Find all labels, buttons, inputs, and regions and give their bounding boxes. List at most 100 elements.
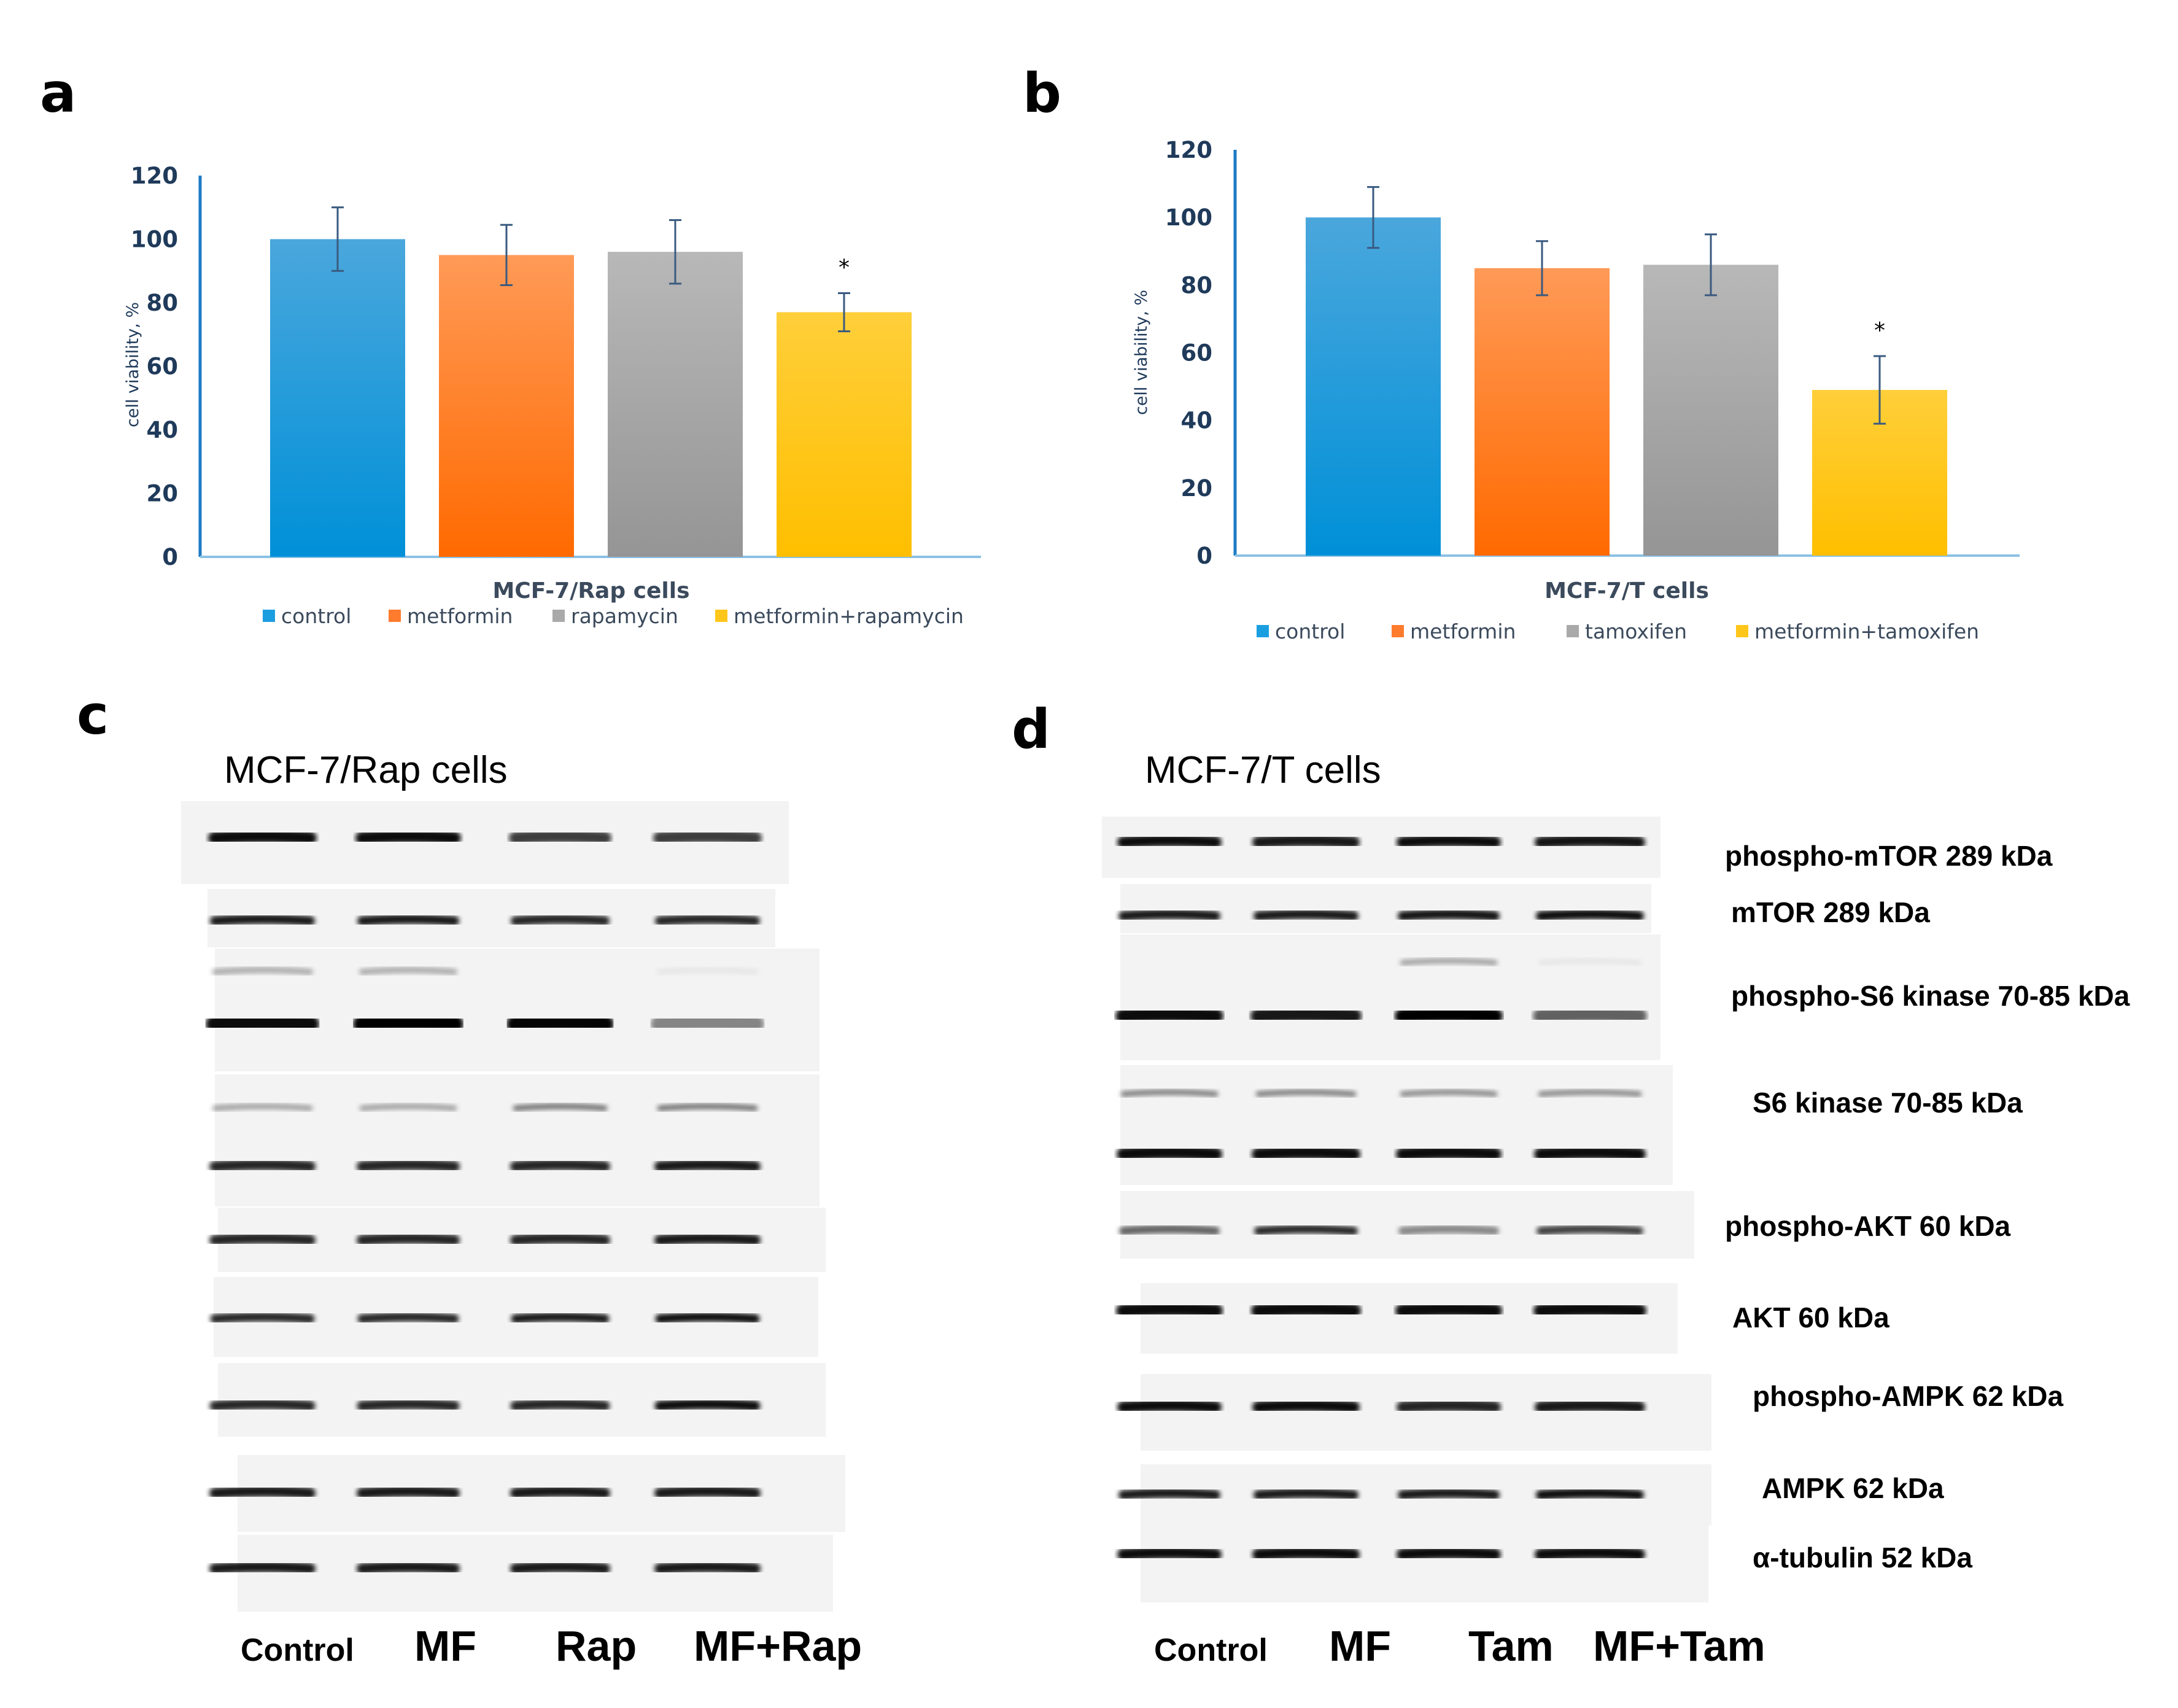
chart-a-y-tick-label: 0: [162, 544, 178, 570]
chart-a-bar-metformin+rapamycin: [777, 312, 912, 557]
blot-c-band: [206, 1013, 319, 1033]
blot-d-lane-label-2: Tam: [1468, 1622, 1554, 1670]
chart-b-legend-label: metformin+tamoxifen: [1754, 619, 1979, 643]
blot-c-band: [654, 1561, 761, 1574]
blot-c-band: [657, 967, 758, 975]
blot-d-band: [1254, 1488, 1358, 1500]
blot-d-band: [1118, 909, 1220, 921]
blot-d-band: [1397, 834, 1501, 848]
blot-c-band: [506, 1013, 614, 1033]
chart-b-y-tick-label: 100: [1165, 204, 1212, 231]
chart-a-y-tick-label: 40: [147, 417, 179, 443]
blot-c-band: [651, 1013, 764, 1033]
blot-d-band: [1533, 1302, 1646, 1318]
panel-letter-d: d: [1012, 697, 1050, 761]
chart-b-legend-swatch: [1392, 625, 1404, 637]
blot-d-band: [1395, 1302, 1502, 1318]
blot-c-band: [510, 1233, 610, 1246]
chart-b-legend-swatch: [1257, 625, 1269, 637]
chart-a-y-tick-label: 20: [147, 481, 179, 507]
chart-b-y-tick-label: 60: [1181, 340, 1213, 367]
blot-c-membrane: [215, 949, 820, 1071]
blot-d-membrane: [1120, 884, 1651, 933]
blot-d-band: [1252, 1146, 1360, 1161]
chart-a-y-axis-label: cell viability, %: [123, 302, 142, 427]
blot-d-protein-label-4: phospho-AKT 60 kDa: [1725, 1210, 2011, 1242]
blot-d-membrane: [1120, 1191, 1694, 1259]
chart-b-y-tick-label: 0: [1196, 543, 1212, 569]
blot-d-band: [1119, 1225, 1220, 1235]
chart-a-legend-swatch: [389, 610, 401, 622]
chart-b: cell viability, % MCF-7/T cells 0 20 40 60 8…: [1132, 137, 2020, 643]
blot-c-band: [511, 914, 610, 926]
blot-c-band: [655, 914, 760, 926]
blot-d-band: [1400, 1089, 1498, 1097]
chart-b-bar-metformin: [1475, 268, 1610, 556]
blot-d-protein-label-7: AMPK 62 kDa: [1762, 1472, 1944, 1504]
blot-d-band: [1400, 958, 1498, 966]
blot-d-membrane: [1120, 1065, 1673, 1185]
blot-c-band: [210, 914, 315, 926]
blot-c-band: [357, 1312, 459, 1324]
blot-d-protein-label-6: phospho-AMPK 62 kDa: [1753, 1380, 2063, 1412]
blot-c-band: [357, 1159, 460, 1172]
blot-d-protein-label-8: α-tubulin 52 kDa: [1753, 1542, 1972, 1574]
chart-a-legend-label: metformin+rapamycin: [734, 604, 964, 628]
western-blot-d: MCF-7/T cells Control MF Tam MF+Tam phospho-…: [1102, 749, 2130, 1670]
blot-d-band: [1398, 1488, 1500, 1500]
blot-c-lane-label-2: Rap: [556, 1622, 637, 1670]
blot-d-band: [1254, 1225, 1358, 1235]
blot-c-band: [509, 829, 611, 845]
blot-c-band: [209, 1159, 316, 1172]
blot-d-band: [1533, 1006, 1647, 1024]
blot-d-band: [1117, 834, 1222, 848]
blot-d-band: [1395, 1006, 1503, 1024]
blot-c-band: [210, 1312, 315, 1324]
blot-c-band: [510, 1159, 610, 1172]
blot-d-band: [1115, 1006, 1223, 1024]
blot-c-band: [209, 1486, 316, 1499]
chart-a-y-tick-label: 100: [131, 227, 178, 253]
chart-a-y-tick-label: 60: [147, 354, 179, 380]
blot-c-band: [357, 1561, 460, 1574]
chart-a-legend-swatch: [715, 610, 727, 622]
blot-d-band: [1535, 834, 1645, 848]
blot-d-band: [1117, 1547, 1222, 1561]
blot-c-band: [654, 1399, 761, 1411]
blot-d-band: [1252, 1399, 1360, 1413]
chart-a-legend-swatch: [552, 610, 565, 622]
chart-a-y-tick-label: 120: [131, 163, 178, 189]
blot-d-band: [1534, 1146, 1646, 1161]
blot-d-band: [1535, 1547, 1645, 1561]
blot-c-band: [208, 829, 317, 845]
chart-b-legend-label: metformin: [1410, 619, 1516, 643]
blot-d-band: [1538, 1089, 1642, 1097]
chart-a-bar-rapamycin: [608, 252, 743, 557]
blot-c-band: [510, 1561, 610, 1574]
blot-c-band: [357, 1233, 460, 1246]
blot-c-band: [654, 1486, 761, 1499]
blot-c-band: [357, 1399, 460, 1411]
blot-c-band: [359, 1103, 457, 1111]
blot-d-band: [1397, 1547, 1501, 1561]
blot-c-band: [209, 1233, 316, 1246]
panel-letter-b: b: [1023, 61, 1061, 125]
blot-c-membrane: [238, 1535, 833, 1612]
blot-d-band: [1538, 958, 1642, 966]
blot-d-band: [1535, 1399, 1645, 1413]
blot-d-band: [1118, 1488, 1220, 1500]
blot-d-membrane: [1141, 1374, 1711, 1451]
blot-c-band: [209, 1399, 316, 1411]
blot-d-protein-label-0: phospho-mTOR 289 kDa: [1725, 840, 2053, 872]
chart-b-x-axis-label: MCF-7/T cells: [1544, 578, 1709, 604]
blot-c-band: [359, 967, 457, 975]
chart-b-y-tick-label: 120: [1165, 137, 1212, 163]
chart-b-legend-label: tamoxifen: [1585, 619, 1687, 643]
western-blot-c: MCF-7/Rap cells Control MF Rap MF+Rap: [181, 749, 862, 1670]
blot-d-band: [1398, 909, 1500, 921]
blot-c-band: [511, 1312, 610, 1324]
blot-c-lane-label-0: Control: [241, 1632, 354, 1668]
blot-d-band: [1120, 1089, 1219, 1097]
blot-d-band: [1536, 909, 1644, 921]
